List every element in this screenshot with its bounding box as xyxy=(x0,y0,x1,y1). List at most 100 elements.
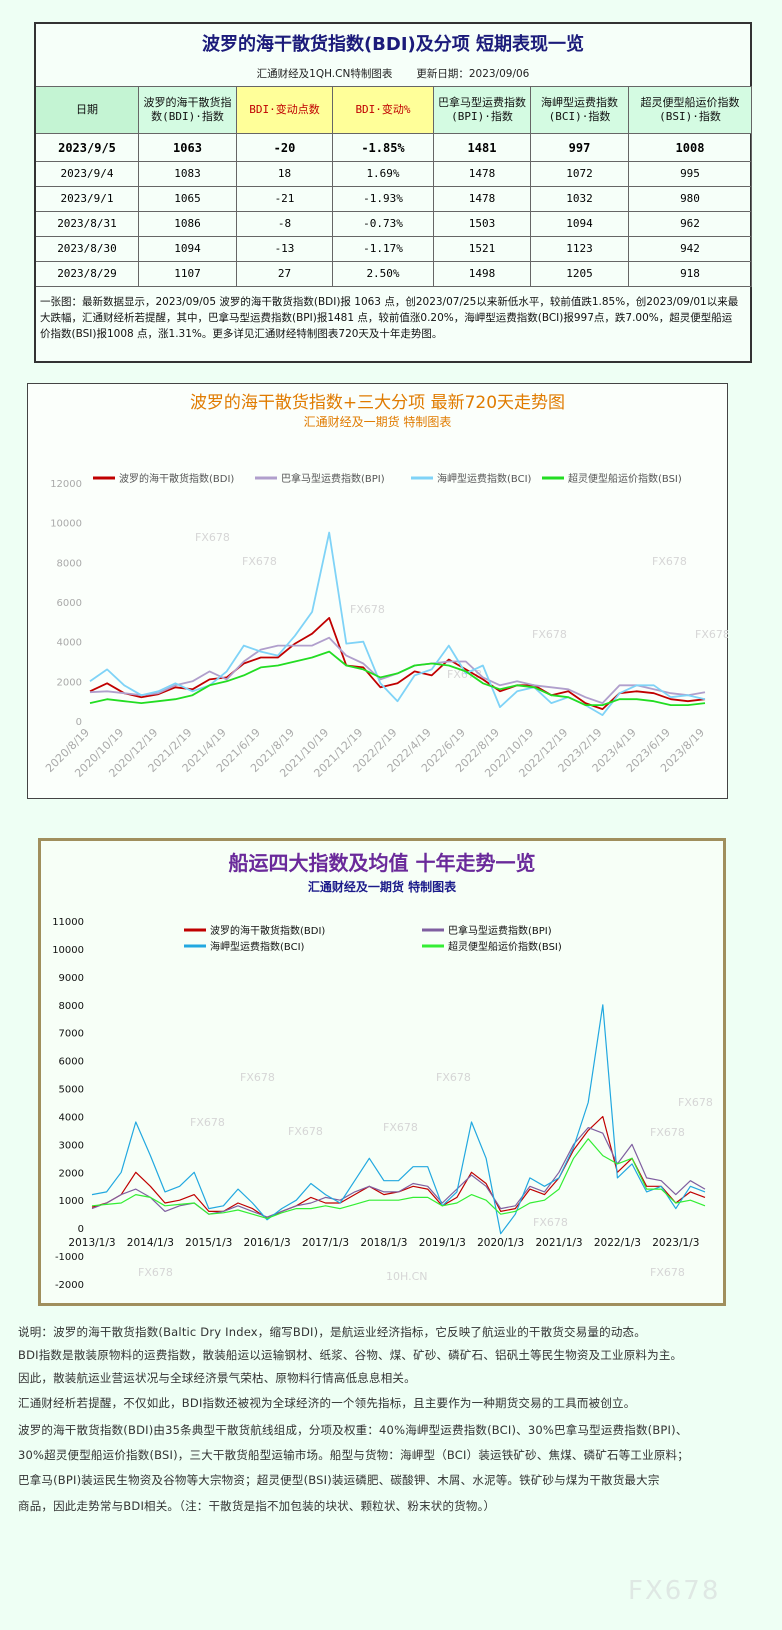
legend-label: 巴拿马型运费指数(BPI) xyxy=(281,472,385,485)
y-tick-label: 7000 xyxy=(59,1029,84,1040)
table-cell: 962 xyxy=(629,212,752,237)
watermark: FX678 xyxy=(652,555,687,568)
table-cell: -0.73% xyxy=(333,212,434,237)
update-date: 更新日期：2023/09/06 xyxy=(416,68,530,80)
table-cell: 1478 xyxy=(434,187,531,212)
series-line xyxy=(89,617,706,710)
legend-label: 海岬型运费指数(BCI) xyxy=(210,940,305,953)
watermark: FX678 xyxy=(383,1121,418,1134)
watermark: FX678 xyxy=(350,603,385,616)
y-tick-label: 12000 xyxy=(50,479,82,490)
header-cell: 巴拿马型运费指数(BPI)·指数 xyxy=(434,87,531,134)
chart-title: 船运四大指数及均值 十年走势一览 xyxy=(229,851,536,875)
x-tick-label: 2014/1/3 xyxy=(127,1237,174,1249)
x-tick-label: 2018/1/3 xyxy=(360,1237,407,1249)
y-tick-label: -2000 xyxy=(55,1280,84,1291)
y-tick-label: 2000 xyxy=(59,1168,84,1179)
table-cell: 1032 xyxy=(531,187,629,212)
watermark: FX678 xyxy=(242,555,277,568)
table-cell: 1123 xyxy=(531,237,629,262)
watermark: FX678 xyxy=(240,1071,275,1084)
y-tick-label: 8000 xyxy=(57,558,82,569)
watermark: FX678 xyxy=(288,1125,323,1138)
chart-frame xyxy=(38,838,726,1306)
x-tick-label: 2016/1/3 xyxy=(244,1237,291,1249)
table-cell: 1063 xyxy=(139,134,237,162)
table-cell: 918 xyxy=(629,262,752,287)
table-cell: 2023/8/31 xyxy=(36,212,139,237)
watermark: FX678 xyxy=(138,1266,173,1279)
y-tick-label: 0 xyxy=(78,1224,84,1235)
y-tick-label: 9000 xyxy=(59,973,84,984)
legend-label: 巴拿马型运费指数(BPI) xyxy=(448,924,552,937)
summary: 一张图：最新数据显示，2023/09/05 波罗的海干散货指数(BDI)报 10… xyxy=(40,296,739,340)
table-cell: 1481 xyxy=(434,134,531,162)
table-cell: 27 xyxy=(237,262,333,287)
header-cell: BDI·变动% xyxy=(333,87,434,134)
chart-subtitle: 汇通财经及一期货 特制图表 xyxy=(308,879,457,894)
watermark: FX678 xyxy=(650,1266,685,1279)
note-line: 30%超灵便型船运价指数(BSI)，三大干散货船型运输市场。船型与货物：海岬型（… xyxy=(18,1448,689,1462)
table-cell: 1107 xyxy=(139,262,237,287)
table-cell: 2023/9/4 xyxy=(36,162,139,187)
x-tick-label: 2022/1/3 xyxy=(594,1237,641,1249)
watermark: FX678 xyxy=(695,628,728,641)
table: 日期 波罗的海干散货指数(BDI)·指数 BDI·变动点数 BDI·变动% 巴拿马型运费… xyxy=(36,86,752,287)
y-tick-label: 6000 xyxy=(59,1057,84,1068)
table-cell: 2023/8/29 xyxy=(36,262,139,287)
note-line: 因此，散装航运业营运状况与全球经济景气荣枯、原物料行情高低息息相关。 xyxy=(18,1371,416,1385)
watermark: FX678 xyxy=(436,1071,471,1084)
note-line: 说明：波罗的海干散货指数(Baltic Dry Index，缩写BDI)，是航运… xyxy=(18,1325,646,1339)
y-tick-label: 4000 xyxy=(59,1112,84,1123)
table-cell: 1521 xyxy=(434,237,531,262)
chart-frame xyxy=(27,383,728,799)
header-cell: 海岬型运费指数(BCI)·指数 xyxy=(531,87,629,134)
table-cell: 1478 xyxy=(434,162,531,187)
y-tick-label: 10000 xyxy=(52,945,84,956)
table-cell: 1086 xyxy=(139,212,237,237)
table-cell: 2023/8/30 xyxy=(36,237,139,262)
table-cell: -20 xyxy=(237,134,333,162)
subtitle-source: 汇通财经及1QH.CN特制图表 xyxy=(256,68,393,80)
table-cell: -1.17% xyxy=(333,237,434,262)
note-line: 巴拿马(BPI)装运民生物资及谷物等大宗物资；超灵便型(BSI)装运磷肥、碳酸钾… xyxy=(18,1473,660,1487)
watermark: FX678 xyxy=(532,628,567,641)
y-tick-label: 11000 xyxy=(52,917,84,928)
table-cell: 1083 xyxy=(139,162,237,187)
chart-title: 波罗的海干散货指数+三大分项 最新720天走势图 xyxy=(190,393,565,413)
header-cell: 波罗的海干散货指数(BDI)·指数 xyxy=(139,87,237,134)
table-cell: 995 xyxy=(629,162,752,187)
table-cell: -21 xyxy=(237,187,333,212)
note-line: 汇通财经析若提醒，不仅如此，BDI指数还被视为全球经济的一个领先指标，且主要作为… xyxy=(18,1396,636,1410)
watermark: 10H.CN xyxy=(386,1270,427,1283)
y-tick-label: 1000 xyxy=(59,1196,84,1207)
table-cell: -1.93% xyxy=(333,187,434,212)
table-cell: 18 xyxy=(237,162,333,187)
y-tick-label: 0 xyxy=(76,717,82,728)
y-tick-label: 10000 xyxy=(50,519,82,530)
table-cell: -13 xyxy=(237,237,333,262)
x-tick-label: 2013/1/3 xyxy=(68,1237,115,1249)
legend-label: 超灵便型船运价指数(BSI) xyxy=(448,940,562,953)
table-cell: -1.85% xyxy=(333,134,434,162)
table-cell: 2023/9/5 xyxy=(36,134,139,162)
logo: FX678 xyxy=(628,1576,721,1606)
legend-label: 海岬型运费指数(BCI) xyxy=(437,472,532,485)
note-line: 波罗的海干散货指数(BDI)由35条典型干散货航线组成，分项及权重：40%海岬型… xyxy=(18,1423,688,1437)
legend-label: 波罗的海干散货指数(BDI) xyxy=(210,924,325,937)
watermark: FX678 xyxy=(533,1216,568,1229)
y-tick-label: 8000 xyxy=(59,1001,84,1012)
table-cell: 997 xyxy=(531,134,629,162)
x-tick-label: 2021/1/3 xyxy=(535,1237,582,1249)
table-cell: 1008 xyxy=(629,134,752,162)
series-line xyxy=(91,1138,706,1219)
subtitle: 汇通财经及1QH.CN特制图表 更新日期：2023/09/06 xyxy=(36,66,750,81)
legend-label: 波罗的海干散货指数(BDI) xyxy=(119,472,234,485)
y-tick-label: 6000 xyxy=(57,598,82,609)
y-tick-label: 5000 xyxy=(59,1085,84,1096)
watermark: FX678 xyxy=(678,1096,713,1109)
table-cell: -8 xyxy=(237,212,333,237)
header-cell: BDI·变动点数 xyxy=(237,87,333,134)
